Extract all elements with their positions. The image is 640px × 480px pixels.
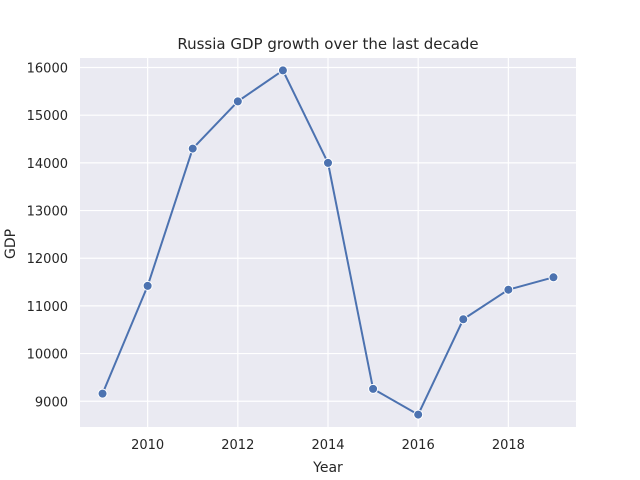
data-point	[503, 284, 514, 295]
data-point	[232, 96, 243, 107]
y-tick-label: 12000	[27, 252, 68, 267]
y-tick-label: 16000	[27, 62, 68, 77]
data-point	[187, 143, 198, 154]
data-point	[277, 65, 288, 76]
y-axis-label: GDP	[3, 229, 19, 259]
data-point	[413, 409, 424, 420]
x-tick-label: 2016	[402, 438, 435, 453]
y-tick-label: 10000	[27, 348, 68, 363]
chart-title: Russia GDP growth over the last decade	[177, 35, 478, 53]
y-tick-label: 9000	[35, 395, 68, 410]
x-tick-label: 2012	[221, 438, 254, 453]
x-tick-label: 2010	[131, 438, 164, 453]
x-tick-label: 2014	[311, 438, 344, 453]
data-point	[323, 157, 333, 168]
y-axis-ticks: 9000 10000 11000 12000 13000 14000 15000 16000	[27, 62, 68, 411]
series-layer	[97, 65, 559, 420]
data-point	[142, 280, 153, 291]
x-tick-label: 2018	[492, 438, 525, 453]
data-point	[97, 388, 108, 399]
data-point	[458, 314, 469, 325]
y-tick-label: 15000	[27, 109, 68, 124]
data-point	[368, 383, 379, 394]
y-tick-label: 11000	[27, 300, 68, 315]
x-axis-ticks: 2010 2012 2014 2016 2018	[131, 438, 525, 453]
y-tick-label: 14000	[27, 157, 68, 172]
y-tick-label: 13000	[27, 205, 68, 220]
data-point	[548, 272, 559, 283]
x-axis-label: Year	[312, 460, 343, 476]
